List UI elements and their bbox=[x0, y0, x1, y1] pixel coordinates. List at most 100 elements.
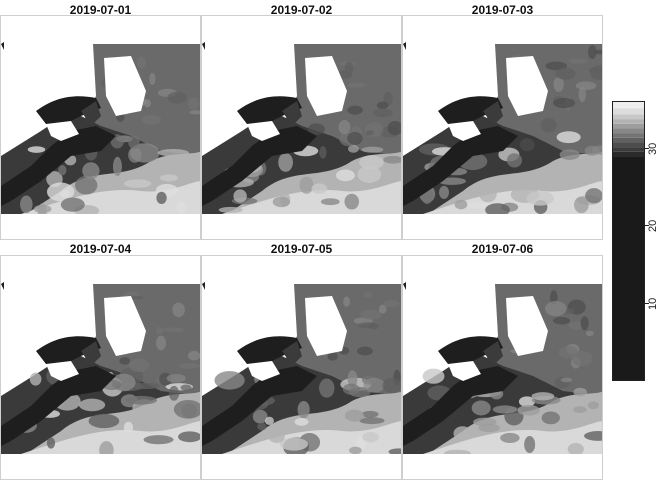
eddy bbox=[299, 176, 314, 194]
water-texture bbox=[363, 292, 372, 298]
peninsula-land bbox=[46, 121, 79, 141]
eddy bbox=[311, 183, 328, 194]
eddy bbox=[359, 155, 384, 170]
water-texture bbox=[347, 131, 363, 145]
peninsula-land bbox=[46, 361, 79, 381]
island-land bbox=[305, 56, 347, 116]
water-texture bbox=[166, 373, 186, 383]
temperature-map bbox=[1, 16, 200, 239]
eddy bbox=[278, 152, 293, 172]
water-texture bbox=[363, 377, 385, 393]
legend-color-step bbox=[613, 151, 644, 157]
bay-water bbox=[36, 96, 101, 126]
legend-tick-label: 20 bbox=[647, 220, 659, 233]
island-land bbox=[104, 296, 146, 356]
eddy bbox=[453, 426, 472, 441]
eddy bbox=[573, 196, 589, 214]
eddy bbox=[297, 401, 310, 419]
eddy bbox=[524, 435, 536, 454]
island-land bbox=[506, 56, 548, 116]
water-texture bbox=[568, 321, 584, 330]
legend-tick-mark bbox=[645, 303, 649, 305]
eddy bbox=[584, 431, 602, 441]
eddy bbox=[573, 387, 587, 397]
eddy bbox=[506, 153, 523, 168]
eddy bbox=[587, 401, 600, 410]
bay-water bbox=[237, 96, 302, 126]
eddy bbox=[556, 131, 581, 144]
water-texture bbox=[149, 72, 156, 86]
eddy bbox=[541, 411, 560, 425]
bay-water bbox=[282, 341, 302, 366]
bay-water bbox=[483, 341, 503, 366]
water-texture bbox=[587, 44, 597, 60]
temperature-map bbox=[403, 256, 602, 479]
legend-tick-label: 30 bbox=[647, 142, 659, 155]
coastal-water bbox=[403, 126, 518, 206]
eddy bbox=[112, 156, 122, 177]
eddy bbox=[573, 406, 587, 414]
eddy bbox=[46, 437, 56, 449]
legend-color-step bbox=[613, 133, 644, 138]
legend-tick-mark bbox=[645, 225, 649, 227]
eddy bbox=[383, 155, 401, 164]
eddy bbox=[233, 189, 247, 203]
coastal-water bbox=[1, 366, 116, 446]
eddy bbox=[82, 162, 100, 180]
water-texture bbox=[189, 110, 200, 115]
water-texture bbox=[167, 91, 187, 104]
eddy bbox=[518, 396, 536, 407]
water-texture bbox=[383, 300, 400, 308]
coastline-mark bbox=[403, 282, 406, 290]
legend-color-step bbox=[613, 137, 644, 143]
water-texture bbox=[373, 108, 393, 118]
water-texture bbox=[128, 358, 150, 372]
color-legend bbox=[612, 101, 645, 381]
legend-color-step bbox=[613, 108, 644, 115]
eddy bbox=[218, 206, 243, 213]
legend-color-step bbox=[613, 147, 644, 152]
coastline-mark bbox=[1, 282, 4, 290]
bay-water bbox=[81, 341, 101, 366]
water-texture bbox=[344, 61, 354, 74]
eddy bbox=[559, 149, 580, 160]
water-texture bbox=[592, 145, 602, 155]
water-texture bbox=[128, 146, 142, 163]
water-texture bbox=[172, 302, 185, 318]
legend-color-step bbox=[613, 119, 644, 124]
water-texture bbox=[575, 81, 597, 91]
map-frame bbox=[402, 255, 603, 480]
southern-land bbox=[1, 454, 200, 479]
bay-water bbox=[483, 101, 503, 126]
eddy bbox=[500, 432, 520, 443]
water-texture bbox=[378, 304, 387, 314]
eddy bbox=[585, 188, 602, 204]
coastline-mark bbox=[403, 42, 406, 50]
legend-tick-label: 10 bbox=[647, 297, 659, 311]
mainland bbox=[403, 16, 495, 116]
temperature-map bbox=[403, 16, 602, 239]
water-texture bbox=[585, 330, 594, 336]
water-texture bbox=[360, 309, 382, 320]
water-texture bbox=[588, 67, 602, 73]
eddy bbox=[335, 169, 355, 182]
peninsula-land bbox=[247, 361, 280, 381]
eddy bbox=[359, 417, 385, 425]
water-texture bbox=[376, 101, 389, 109]
water-texture bbox=[553, 97, 576, 109]
water-texture bbox=[187, 350, 200, 361]
panel-title: 2019-07-01 bbox=[69, 3, 132, 17]
coastal-water bbox=[403, 366, 518, 446]
water-texture bbox=[141, 114, 162, 125]
water-texture bbox=[519, 138, 535, 152]
water-texture bbox=[168, 385, 180, 401]
map-frame bbox=[0, 255, 201, 480]
water-texture bbox=[342, 383, 360, 395]
eddy bbox=[78, 398, 106, 412]
legend-color-step bbox=[613, 142, 644, 148]
eddy bbox=[492, 405, 518, 414]
water-texture bbox=[558, 345, 578, 359]
water-texture bbox=[128, 135, 140, 150]
mainland bbox=[403, 256, 495, 356]
southern-land bbox=[1, 214, 200, 239]
